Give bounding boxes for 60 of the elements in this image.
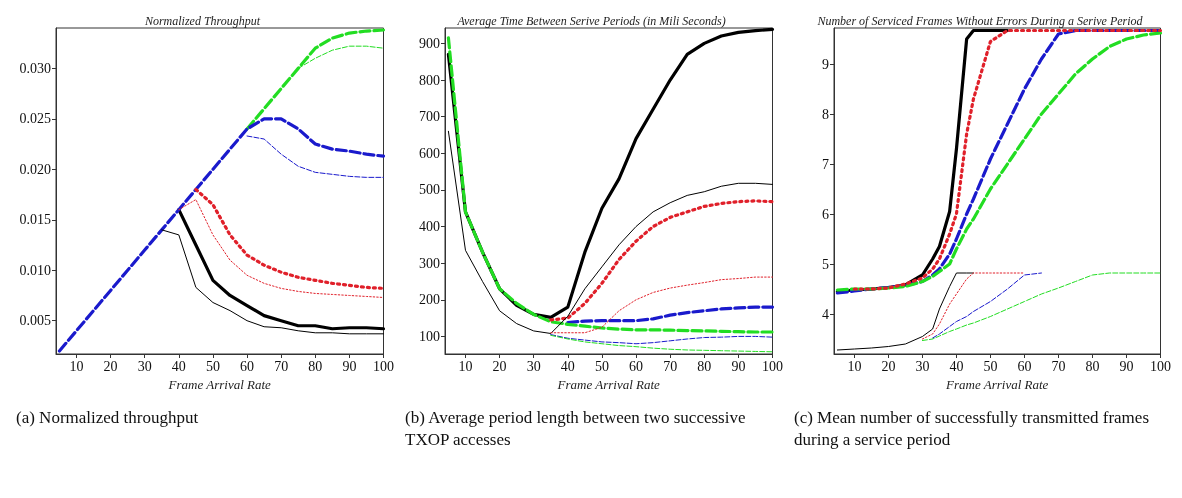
- x-tick-label: 70: [1051, 358, 1066, 374]
- x-tick-label: 50: [205, 358, 220, 374]
- y-tick-label: 0.020: [19, 161, 51, 177]
- text: (a) Normalized throughput: [16, 407, 199, 427]
- x-axis-title: Frame Arrival Rate: [167, 377, 272, 392]
- y-tick-label: 4: [822, 306, 829, 322]
- chart-title: Number of Serviced Frames Without Errors During a Serive Period: [816, 14, 1144, 28]
- x-axis-title: Frame Arrival Rate: [556, 377, 661, 392]
- x-tick-label: 90: [731, 358, 746, 374]
- y-tick-label: 800: [419, 72, 440, 88]
- x-tick-label: 80: [697, 358, 712, 374]
- x-tick-label: 10: [69, 358, 84, 374]
- y-tick-label: 600: [419, 145, 440, 161]
- y-tick-label: 0.030: [19, 60, 51, 76]
- y-tick-label: 400: [419, 219, 440, 235]
- y-tick-label: 500: [419, 182, 440, 198]
- x-tick-label: 60: [1017, 358, 1032, 374]
- text: (c) Mean number of successfully transmitted frames during a service period: [794, 407, 1154, 449]
- x-tick-label: 100: [1150, 358, 1171, 374]
- y-tick-label: 700: [419, 109, 440, 125]
- x-tick-label: 60: [240, 358, 255, 374]
- x-tick-label: 40: [560, 358, 575, 374]
- x-tick-label: 80: [1085, 358, 1100, 374]
- x-tick-label: 90: [1119, 358, 1134, 374]
- y-tick-label: 7: [822, 156, 829, 172]
- y-tick-label: 8: [822, 106, 829, 122]
- x-tick-label: 30: [526, 358, 541, 374]
- x-tick-label: 60: [629, 358, 644, 374]
- chart-title: Normalized Throughput: [143, 14, 261, 28]
- y-tick-label: 900: [419, 35, 440, 51]
- y-tick-label: 9: [822, 56, 829, 72]
- y-tick-label: 100: [419, 328, 440, 344]
- y-tick-label: 5: [822, 256, 829, 272]
- x-tick-label: 20: [103, 358, 118, 374]
- y-tick-label: 200: [419, 292, 440, 308]
- x-tick-label: 30: [137, 358, 152, 374]
- y-tick-label: 0.005: [19, 313, 51, 329]
- chart-title: Average Time Between Serive Periods (in Mili Seconds): [456, 14, 726, 28]
- x-tick-label: 70: [274, 358, 289, 374]
- y-tick-label: 0.025: [19, 111, 51, 127]
- x-tick-label: 10: [458, 358, 473, 374]
- x-tick-label: 30: [915, 358, 930, 374]
- text: (b) Average period length between two successive TXOP accesses: [405, 407, 750, 449]
- y-tick-label: 0.015: [19, 212, 51, 228]
- x-tick-label: 90: [342, 358, 357, 374]
- y-tick-label: 300: [419, 255, 440, 271]
- x-tick-label: 20: [881, 358, 896, 374]
- x-tick-label: 20: [492, 358, 507, 374]
- x-tick-label: 70: [663, 358, 678, 374]
- y-tick-label: 6: [822, 206, 829, 222]
- x-axis-title: Frame Arrival Rate: [945, 377, 1049, 392]
- x-tick-label: 50: [983, 358, 998, 374]
- x-tick-label: 40: [949, 358, 964, 374]
- y-tick-label: 0.010: [19, 262, 51, 278]
- x-tick-label: 80: [308, 358, 323, 374]
- x-tick-label: 40: [171, 358, 186, 374]
- x-tick-label: 100: [373, 358, 394, 374]
- x-tick-label: 100: [762, 358, 783, 374]
- x-tick-label: 50: [594, 358, 609, 374]
- x-tick-label: 10: [847, 358, 862, 374]
